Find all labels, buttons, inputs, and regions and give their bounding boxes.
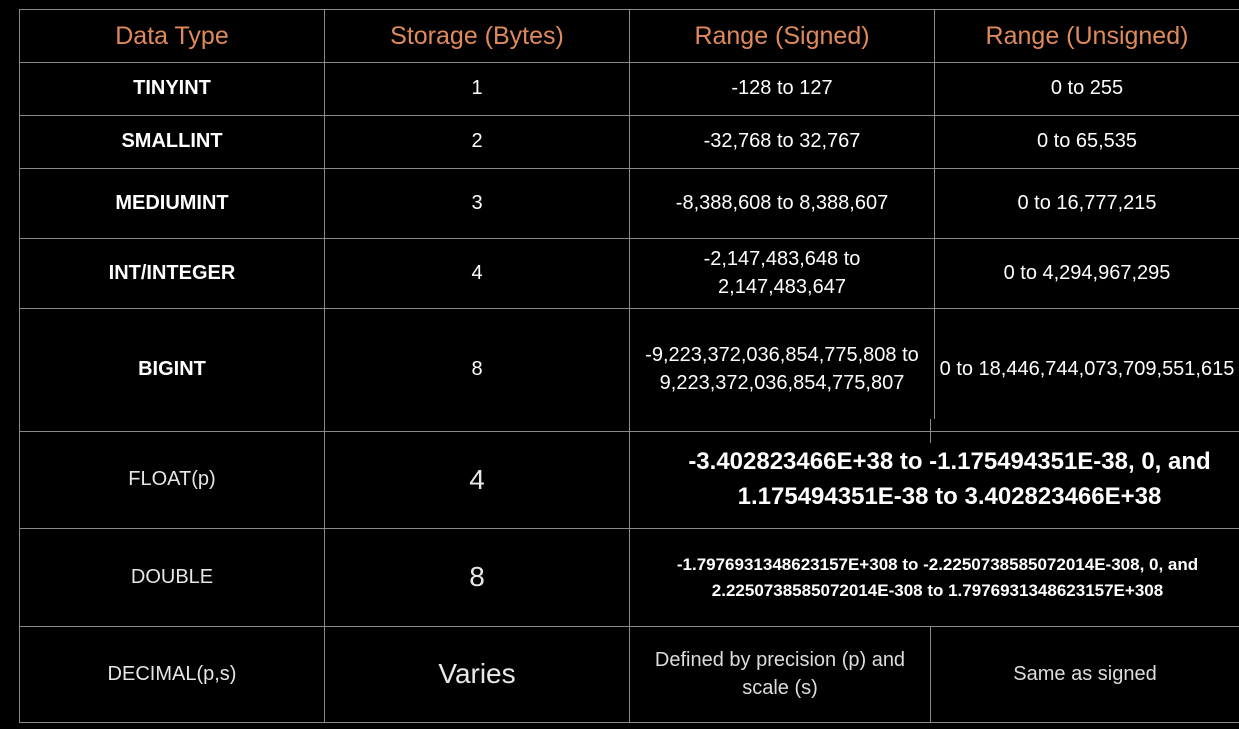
signed-range-cell: Defined by precision (p) and scale (s) — [654, 648, 906, 699]
storage-cell: 8 — [469, 561, 485, 593]
unsigned-range-cell: 0 to 255 — [1050, 77, 1124, 100]
header-range-signed: Range (Signed) — [694, 21, 870, 50]
storage-cell: 1 — [471, 77, 483, 100]
storage-cell: 8 — [471, 358, 483, 381]
type-cell: TINYINT — [133, 77, 211, 100]
unsigned-range-cell: Same as signed — [1013, 662, 1157, 685]
grid-line — [629, 9, 630, 723]
header-range-unsigned: Range (Unsigned) — [985, 21, 1189, 50]
type-cell: INT/INTEGER — [108, 261, 236, 284]
storage-cell: Varies — [438, 658, 516, 690]
grid-line — [934, 9, 935, 419]
signed-range-cell: -8,388,608 to 8,388,607 — [675, 191, 889, 214]
grid-line — [930, 419, 931, 443]
grid-line — [930, 626, 931, 722]
type-cell: DECIMAL(p,s) — [107, 662, 237, 685]
header-data-type: Data Type — [115, 21, 229, 50]
header-storage: Storage (Bytes) — [390, 21, 564, 50]
grid-line — [19, 9, 20, 723]
storage-cell: 2 — [471, 130, 483, 153]
type-cell: DOUBLE — [130, 565, 214, 588]
signed-range-cell: -32,768 to 32,767 — [703, 130, 861, 153]
storage-cell: 3 — [471, 191, 483, 214]
type-cell: MEDIUMINT — [115, 191, 229, 214]
unsigned-range-cell: 0 to 16,777,215 — [1017, 191, 1157, 214]
storage-cell: 4 — [469, 463, 485, 495]
signed-range-cell: -128 to 127 — [731, 77, 833, 100]
signed-range-cell: -9,223,372,036,854,775,808 to 9,223,372,… — [645, 344, 919, 394]
type-cell: SMALLINT — [121, 130, 223, 153]
signed-range-cell: -2,147,483,648 to 2,147,483,647 — [703, 247, 861, 298]
double-range-cell: -1.7976931348623157E+308 to -2.225073858… — [676, 555, 1199, 600]
storage-cell: 4 — [471, 261, 483, 284]
unsigned-range-cell: 0 to 4,294,967,295 — [1003, 261, 1171, 284]
type-cell: BIGINT — [138, 358, 206, 381]
grid-line — [324, 9, 325, 723]
float-range-cell: -3.402823466E+38 to -1.175494351E-38, 0,… — [688, 448, 1211, 510]
unsigned-range-cell: 0 to 18,446,744,073,709,551,615 — [939, 358, 1235, 381]
unsigned-range-cell: 0 to 65,535 — [1036, 130, 1138, 153]
type-cell: FLOAT(p) — [128, 468, 216, 491]
